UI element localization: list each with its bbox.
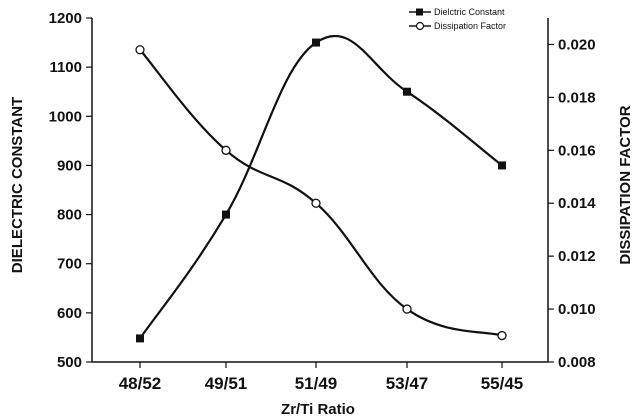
right-axis-title: DISSIPATION FACTOR (617, 105, 634, 264)
dielectric-constant-point (136, 334, 144, 343)
dissipation-factor-point (497, 330, 507, 341)
left-tick-label: 600 (57, 305, 82, 322)
right-tick-label: 0.012 (558, 248, 596, 265)
right-tick-label: 0.008 (558, 354, 596, 371)
right-axis-ticks: 0.008 0.010 0.012 0.014 0.016 0.018 0.020 (548, 36, 596, 371)
dissipation-factor-point (311, 198, 321, 208)
legend-marker-dielectric (416, 8, 423, 16)
legend: Dielctric Constant Dissipation Factor (409, 7, 506, 31)
axes (91, 18, 549, 363)
left-tick-label: 800 (57, 207, 82, 224)
right-tick-label: 0.018 (558, 89, 596, 106)
left-tick-label: 1100 (49, 59, 82, 76)
dielectric-constant-point (222, 210, 230, 219)
series-layer (135, 34, 507, 343)
legend-marker-dissipation (415, 21, 425, 31)
dissipation-factor-line (139, 49, 503, 337)
right-tick-label: 0.016 (558, 142, 596, 159)
x-tick-label: 49/51 (205, 374, 248, 393)
legend-label-dissipation: Dissipation Factor (434, 21, 506, 31)
right-tick-label: 0.020 (558, 36, 596, 53)
left-tick-label: 500 (57, 354, 82, 371)
left-tick-label: 700 (57, 256, 82, 273)
left-axis-ticks: 500 600 700 800 900 1000 1100 1200 (49, 10, 92, 371)
dielectric-constant-point (498, 161, 506, 170)
x-axis-title: Zr/Ti Ratio (281, 401, 355, 418)
dielectric-constant-line (139, 34, 503, 340)
left-axis-title: DIELECTRIC CONSTANT (9, 97, 26, 273)
x-tick-label: 53/47 (386, 374, 429, 393)
dielectric-constant-point (312, 38, 320, 47)
x-tick-label: 55/45 (481, 374, 524, 393)
legend-label-dielectric: Dielctric Constant (434, 7, 505, 17)
x-axis-ticks: 48/52 49/51 51/49 53/47 55/45 (119, 362, 524, 393)
dielectric-constant-point (403, 87, 411, 96)
right-tick-label: 0.010 (558, 301, 596, 318)
dissipation-factor-point (135, 45, 145, 55)
x-tick-label: 51/49 (295, 374, 338, 393)
dissipation-factor-point (221, 145, 231, 155)
left-tick-label: 1000 (49, 108, 82, 125)
left-tick-label: 1200 (49, 10, 82, 27)
left-tick-label: 900 (57, 157, 82, 174)
x-tick-label: 48/52 (119, 374, 162, 393)
right-tick-label: 0.014 (558, 195, 596, 212)
dissipation-factor-point (402, 304, 412, 314)
